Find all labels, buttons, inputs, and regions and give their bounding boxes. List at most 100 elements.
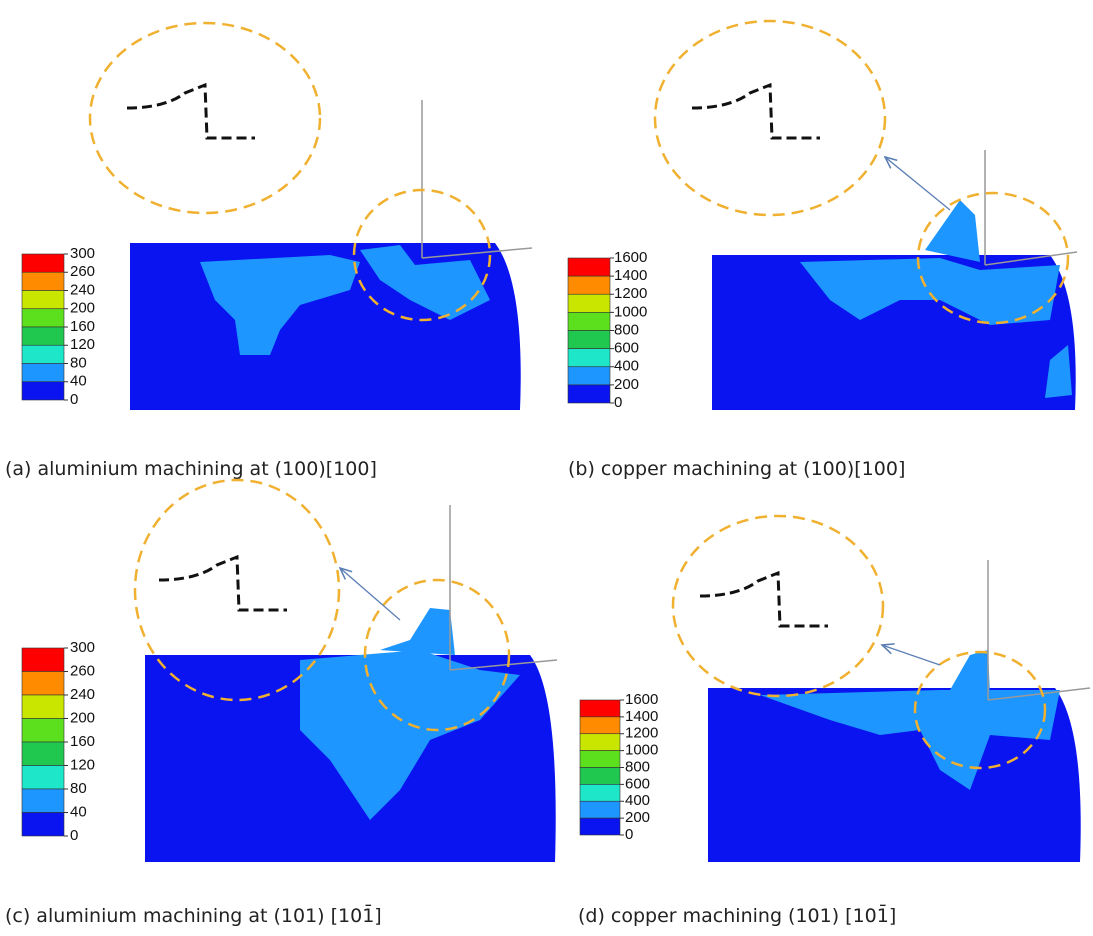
stress-region: [760, 690, 1060, 790]
colorbar-label: 200: [625, 809, 650, 826]
colorbar-segment: [21, 253, 65, 273]
colorbar-segment: [21, 271, 65, 291]
colorbar-segment: [21, 290, 65, 310]
colorbar-segment: [21, 326, 65, 346]
colorbar-segment: [21, 718, 65, 743]
inset-circle: [88, 21, 322, 215]
colorbar-label: 1600: [614, 249, 647, 266]
inset-circle: [653, 19, 887, 217]
colorbar-label: 300: [70, 639, 95, 656]
stress-region: [300, 650, 520, 820]
colorbar-segment: [21, 381, 65, 401]
colorbar-segment: [21, 647, 65, 672]
colorbar-segment: [21, 671, 65, 696]
colorbar-label: 800: [614, 321, 639, 338]
colorbar-segment: [567, 348, 611, 368]
colorbar-label: 260: [70, 263, 95, 280]
colorbar-segment: [21, 765, 65, 790]
colorbar-label: 160: [70, 318, 95, 335]
colorbar-label: 1600: [625, 691, 658, 708]
colorbar-label: 200: [614, 376, 639, 393]
surface-profile: [699, 570, 828, 628]
arrow: [340, 568, 401, 621]
stress-region: [925, 200, 980, 262]
colorbar-label: 200: [70, 709, 95, 726]
colorbar-label: 1400: [614, 267, 647, 284]
colorbar-label: 40: [70, 373, 87, 390]
colorbar-label: 0: [625, 826, 633, 843]
colorbar-segment: [579, 716, 621, 735]
surface-profile: [691, 82, 820, 140]
stress-region: [950, 650, 990, 695]
zoom-circle: [916, 191, 1070, 325]
colorbar-segment: [567, 312, 611, 331]
zoom-circle: [352, 188, 492, 322]
colorbar-label: 0: [70, 391, 78, 408]
colorbar-segment: [21, 812, 65, 837]
colorbar-segment: [579, 699, 621, 718]
colorbar-segment: [567, 275, 611, 295]
tool-edge: [984, 251, 1078, 266]
colorbar-label: 1200: [614, 285, 647, 302]
colorbar-segment: [579, 800, 621, 819]
caption: (b) copper machining at (100)[100]: [568, 458, 905, 480]
colorbar-label: 160: [70, 733, 95, 750]
colorbar-segment: [21, 694, 65, 719]
colorbar-label: 0: [614, 394, 622, 411]
colorbar-label: 300: [70, 245, 95, 262]
colorbar-segment: [21, 788, 65, 813]
colorbar-label: 1000: [625, 742, 658, 759]
inset-circle: [133, 478, 341, 702]
colorbar-label: 120: [70, 336, 95, 353]
colorbar-segment: [579, 817, 621, 836]
colorbar-label: 40: [70, 803, 87, 820]
stress-region: [360, 245, 490, 320]
colorbar-segment: [579, 733, 621, 751]
colorbar-segment: [579, 767, 621, 785]
colorbar-segment: [567, 330, 611, 349]
colorbar-segment: [579, 784, 621, 802]
zoom-circle: [363, 578, 511, 732]
colorbar-label: 200: [70, 300, 95, 317]
colorbar-segment: [21, 363, 65, 383]
colorbar-segment: [567, 366, 611, 386]
inset-circle: [671, 514, 885, 698]
colorbar-label: 80: [70, 780, 87, 797]
colorbar-segment: [567, 293, 611, 313]
stress-region: [200, 255, 360, 355]
colorbar-label: 1400: [625, 708, 658, 725]
colorbar-label: 400: [625, 792, 650, 809]
colorbar-label: 120: [70, 756, 95, 773]
colorbar-label: 240: [70, 281, 95, 298]
colorbar-label: 600: [614, 340, 639, 357]
colorbar-segment: [567, 384, 611, 404]
caption: (c) aluminium machining at (101) [101̄]: [5, 903, 382, 927]
colorbar-label: 0: [70, 827, 78, 844]
colorbar-segment: [21, 308, 65, 328]
colorbar-label: 260: [70, 662, 95, 679]
surface-profile: [158, 554, 287, 612]
arrow: [882, 645, 941, 666]
colorbar-segment: [579, 750, 621, 768]
tool-edge: [421, 247, 533, 259]
colorbar-label: 80: [70, 354, 87, 371]
caption: (a) aluminium machining at (100)[100]: [5, 458, 377, 480]
colorbar-label: 800: [625, 758, 650, 775]
stress-region: [1045, 345, 1072, 398]
colorbar-segment: [567, 257, 611, 277]
caption: (d) copper machining (101) [101̄]: [578, 903, 896, 927]
colorbar-label: 1000: [614, 303, 647, 320]
colorbar-label: 600: [625, 775, 650, 792]
stress-region: [800, 258, 1060, 325]
colorbar-label: 1200: [625, 725, 658, 742]
colorbar-label: 240: [70, 686, 95, 703]
panel: 300 260 240 200 160 120 80 40 0 (c) aluminium mac…: [5, 478, 558, 927]
tool-edge: [449, 659, 558, 671]
zoom-circle: [913, 650, 1047, 770]
arrow: [885, 157, 951, 211]
colorbar-label: 400: [614, 358, 639, 375]
